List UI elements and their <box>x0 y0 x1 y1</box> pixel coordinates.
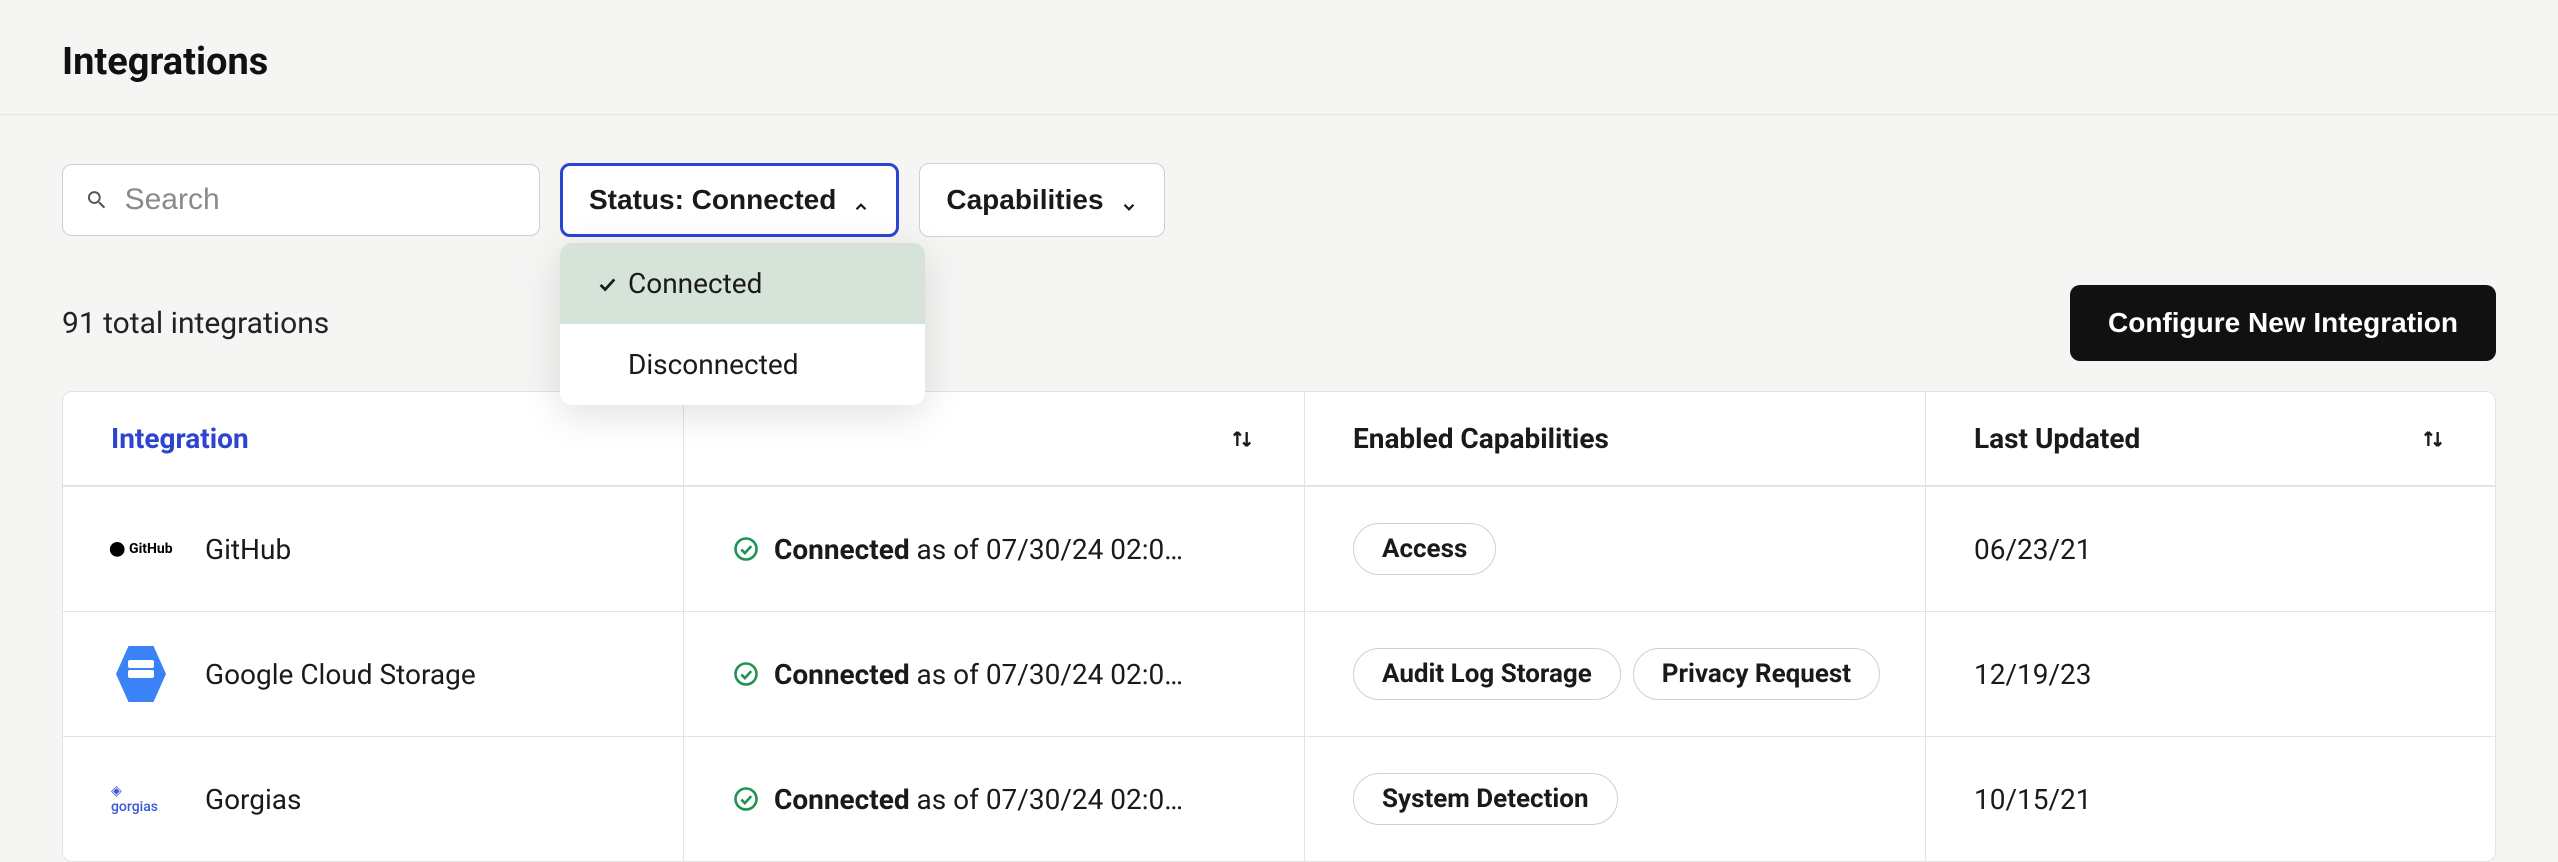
capabilities-filter-button[interactable]: Capabilities <box>919 163 1164 237</box>
table-header: Integration Status Enabled Capabilities … <box>63 392 2495 487</box>
search-box[interactable] <box>62 164 540 236</box>
integration-name: Gorgias <box>205 783 301 816</box>
status-filter-label: Status: Connected <box>589 184 836 216</box>
status-filter-button[interactable]: Status: Connected <box>560 163 899 237</box>
cell-updated: 06/23/21 <box>1926 487 2495 611</box>
github-icon: GitHub <box>109 541 172 557</box>
integration-name: GitHub <box>205 533 291 566</box>
table-row[interactable]: GitHub GitHub Connected as of 07/30/24 0… <box>63 487 2495 612</box>
integrations-table: Integration Status Enabled Capabilities … <box>62 391 2496 862</box>
status-check-icon <box>732 660 760 688</box>
gorgias-icon: gorgias <box>111 783 171 815</box>
chevron-down-icon <box>1120 191 1138 209</box>
status-text: Connected as of 07/30/24 02:0… <box>774 783 1183 816</box>
cell-capabilities: System Detection <box>1305 737 1926 861</box>
table-row[interactable]: gorgias Gorgias Connected as of 07/30/24… <box>63 737 2495 861</box>
chevron-up-icon <box>852 191 870 209</box>
status-text: Connected as of 07/30/24 02:0… <box>774 658 1183 691</box>
column-label: Last Updated <box>1974 422 2140 455</box>
cell-status: Connected as of 07/30/24 02:0… <box>684 612 1305 736</box>
capabilities-filter-label: Capabilities <box>946 184 1103 216</box>
cell-updated: 12/19/23 <box>1926 612 2495 736</box>
search-input[interactable] <box>125 183 517 217</box>
capability-pill: Privacy Request <box>1633 648 1880 700</box>
column-header-capabilities[interactable]: Enabled Capabilities <box>1305 392 1926 485</box>
status-option-label: Disconnected <box>628 348 799 381</box>
status-check-icon <box>732 785 760 813</box>
status-option-disconnected[interactable]: Disconnected <box>560 324 925 405</box>
status-option-label: Connected <box>628 267 762 300</box>
cell-updated: 10/15/21 <box>1926 737 2495 861</box>
sort-icon[interactable] <box>1228 425 1256 453</box>
cell-capabilities: Audit Log StoragePrivacy Request <box>1305 612 1926 736</box>
capability-pill: System Detection <box>1353 773 1618 825</box>
configure-new-integration-button[interactable]: Configure New Integration <box>2070 285 2496 361</box>
integration-name: Google Cloud Storage <box>205 658 476 691</box>
status-option-connected[interactable]: Connected <box>560 243 925 324</box>
capability-pill: Audit Log Storage <box>1353 648 1621 700</box>
cell-integration: GitHub GitHub <box>63 487 684 611</box>
sort-icon[interactable] <box>2419 425 2447 453</box>
page-title: Integrations <box>62 40 2496 84</box>
cell-capabilities: Access <box>1305 487 1926 611</box>
cell-status: Connected as of 07/30/24 02:0… <box>684 737 1305 861</box>
status-dropdown: Connected Disconnected <box>560 243 925 405</box>
table-row[interactable]: Google Cloud Storage Connected as of 07/… <box>63 612 2495 737</box>
column-label: Enabled Capabilities <box>1353 422 1609 455</box>
cell-integration: gorgias Gorgias <box>63 737 684 861</box>
capability-pill: Access <box>1353 523 1496 575</box>
search-icon <box>85 187 109 213</box>
column-label: Integration <box>111 422 249 455</box>
column-header-integration[interactable]: Integration <box>63 392 684 485</box>
cell-integration: Google Cloud Storage <box>63 612 684 736</box>
cell-status: Connected as of 07/30/24 02:0… <box>684 487 1305 611</box>
column-header-status[interactable]: Status <box>684 392 1305 485</box>
status-check-icon <box>732 535 760 563</box>
status-text: Connected as of 07/30/24 02:0… <box>774 533 1183 566</box>
check-icon <box>590 273 624 295</box>
google-cloud-storage-icon <box>116 646 166 702</box>
total-count: 91 total integrations <box>62 306 329 341</box>
column-header-updated[interactable]: Last Updated <box>1926 392 2495 485</box>
